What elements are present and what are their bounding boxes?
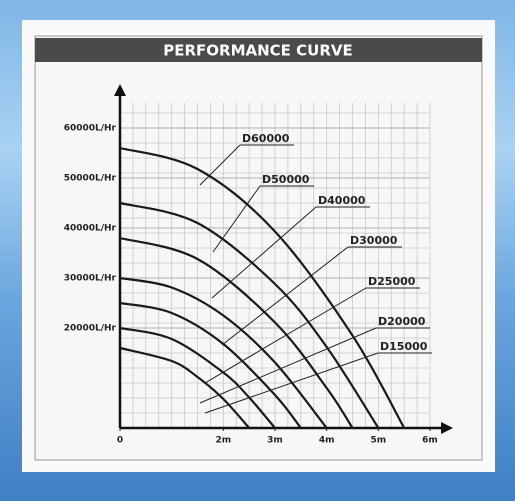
chart-title: PERFORMANCE CURVE	[163, 42, 353, 60]
leader-line	[199, 327, 377, 404]
series-label: D15000	[380, 340, 428, 353]
curve	[119, 276, 328, 429]
series-label: D20000	[378, 315, 426, 328]
y-axis-arrow	[114, 84, 126, 96]
series-label: D25000	[368, 275, 416, 288]
series-label: D40000	[318, 194, 366, 207]
leader-line	[199, 144, 241, 186]
curve	[119, 301, 302, 429]
x-tick-label: 2m	[216, 436, 232, 446]
leader-line	[212, 185, 261, 253]
title-bar	[35, 38, 482, 62]
x-tick-label: 5m	[371, 436, 387, 446]
curve	[119, 146, 406, 429]
y-tick-label: 20000L/Hr	[64, 324, 117, 334]
x-tick-label: 0	[117, 436, 123, 446]
x-tick-label: 6m	[422, 436, 438, 446]
curve	[119, 346, 250, 429]
series-label: D50000	[262, 173, 310, 186]
y-tick-label: 40000L/Hr	[64, 224, 117, 234]
leader-line	[211, 206, 317, 299]
leader-line	[204, 287, 367, 384]
y-tick-label: 60000L/Hr	[64, 124, 117, 134]
leader-line	[204, 352, 379, 414]
x-tick-label: 3m	[267, 436, 283, 446]
y-tick-label: 30000L/Hr	[64, 274, 117, 284]
y-tick-label: 50000L/Hr	[64, 174, 117, 184]
curve	[119, 326, 276, 429]
x-axis-arrow	[441, 422, 453, 434]
x-tick-label: 4m	[319, 436, 335, 446]
leader-line	[221, 246, 349, 346]
curve	[119, 201, 380, 429]
plot: 20000L/Hr 30000L/Hr 40000L/Hr 50000L/Hr 6000…	[64, 84, 453, 446]
series-label: D30000	[350, 234, 398, 247]
curve	[119, 236, 354, 429]
series-label: D60000	[242, 132, 290, 145]
